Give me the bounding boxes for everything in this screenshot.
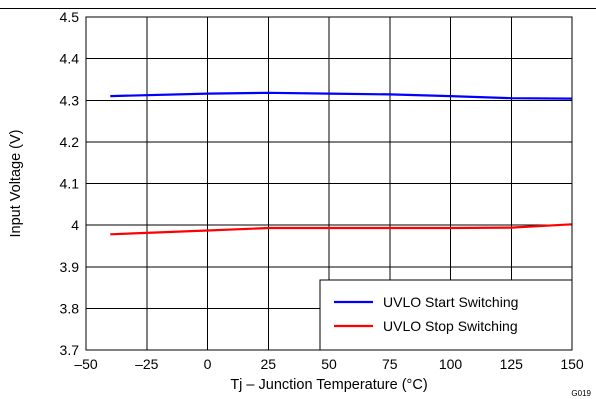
x-tick-labels: –50 –25 0 25 50 75 100 125 150 <box>74 356 584 372</box>
y-tick-label: 4.1 <box>60 176 80 192</box>
series-line-start-switching <box>110 91 573 100</box>
legend-label-start: UVLO Start Switching <box>383 294 518 310</box>
legend: UVLO Start Switching UVLO Stop Switching <box>319 279 573 351</box>
x-tick-label: 150 <box>560 356 584 372</box>
x-tick-label: 25 <box>260 356 276 372</box>
y-tick-label: 3.7 <box>60 342 80 358</box>
x-tick-label: 50 <box>321 356 337 372</box>
x-tick-label: 100 <box>439 356 463 372</box>
grid-lines <box>86 17 572 350</box>
x-tick-label: –50 <box>74 356 98 372</box>
x-tick-label: –25 <box>135 356 159 372</box>
x-axis-title: Tj – Junction Temperature (°C) <box>230 377 427 393</box>
y-tick-label: 3.8 <box>60 300 80 316</box>
series-lines <box>110 91 573 236</box>
figure-code: G019 <box>571 389 591 398</box>
legend-label-stop: UVLO Stop Switching <box>383 318 518 334</box>
series-line-stop-switching <box>110 223 573 236</box>
y-tick-label: 4.5 <box>60 9 80 25</box>
y-tick-label: 4.4 <box>60 51 80 67</box>
x-tick-label: 75 <box>382 356 398 372</box>
x-tick-label: 125 <box>500 356 524 372</box>
y-tick-label: 4 <box>71 217 79 233</box>
legend-box <box>319 279 573 351</box>
y-tick-label: 4.2 <box>60 134 80 150</box>
y-tick-label: 3.9 <box>60 259 80 275</box>
x-tick-label: 0 <box>204 356 212 372</box>
y-axis-title: Input Voltage (V) <box>8 129 24 237</box>
y-tick-labels: 3.7 3.8 3.9 4 4.1 4.2 4.3 4.4 4.5 <box>60 9 80 358</box>
y-tick-label: 4.3 <box>60 92 80 108</box>
